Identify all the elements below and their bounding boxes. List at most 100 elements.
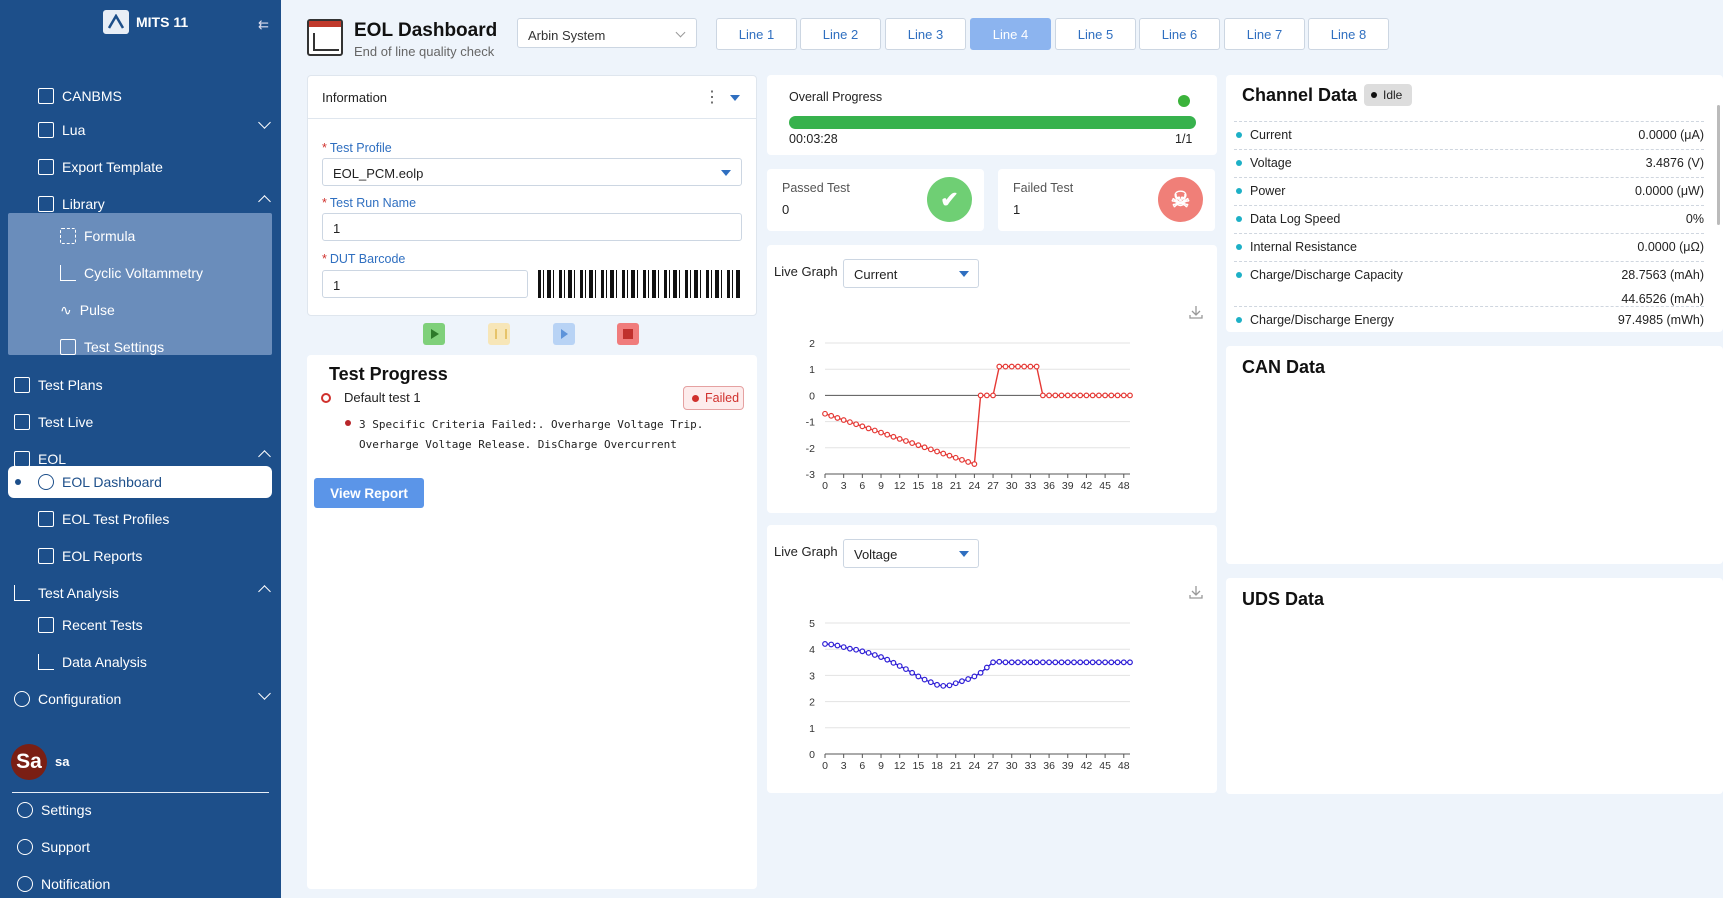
- tab-line-7[interactable]: Line 7: [1224, 18, 1305, 50]
- data-point: [1046, 659, 1052, 666]
- brand[interactable]: MITS 11: [103, 10, 188, 34]
- sidebar-item-eol-reports[interactable]: EOL Reports: [38, 543, 142, 569]
- data-point: [846, 419, 853, 426]
- sidebar-item-label: Cyclic Voltammetry: [84, 265, 204, 281]
- channel-row: Internal Resistance 0.0000 (μΩ): [1234, 233, 1704, 258]
- sidebar-item-support[interactable]: Support: [17, 834, 90, 860]
- data-point: [859, 423, 866, 430]
- status-badge: Failed: [683, 386, 744, 410]
- data-point: [1064, 659, 1071, 666]
- chevron-up-icon[interactable]: [258, 450, 271, 463]
- data-point: [878, 654, 884, 660]
- data-point: [983, 392, 990, 399]
- bullet: [1236, 272, 1242, 278]
- chevron-down-icon[interactable]: [258, 687, 271, 700]
- download-icon[interactable]: [1189, 585, 1203, 599]
- tab-line-4[interactable]: Line 4: [970, 18, 1051, 50]
- data-point: [1039, 659, 1046, 666]
- tab-line-5[interactable]: Line 5: [1055, 18, 1136, 50]
- channel-key: Charge/Discharge Energy: [1250, 313, 1394, 327]
- scrollbar[interactable]: [1717, 105, 1720, 225]
- data-point: [1108, 659, 1115, 666]
- data-point: [977, 392, 984, 399]
- resume-button[interactable]: [553, 323, 575, 345]
- chevron-up-icon[interactable]: [258, 585, 271, 598]
- status-badge: Idle: [1364, 84, 1412, 106]
- information-title: Information: [322, 90, 388, 105]
- data-point: [996, 658, 1003, 665]
- sidebar-item-pulse[interactable]: ∿ Pulse: [60, 297, 115, 323]
- sidebar-item-test-live[interactable]: Test Live: [14, 409, 93, 435]
- data-point: [1083, 392, 1090, 399]
- tab-line-2[interactable]: Line 2: [800, 18, 881, 50]
- divider: [12, 792, 269, 793]
- sidebar-item-settings[interactable]: Settings: [17, 797, 92, 823]
- passed-test-value: 0: [782, 202, 790, 217]
- system-select[interactable]: Arbin System: [517, 18, 697, 48]
- graph-parameter-select[interactable]: Current: [843, 259, 979, 288]
- data-point: [896, 435, 903, 442]
- clipboard-icon: [14, 377, 30, 393]
- more-vert-icon[interactable]: ⋮: [704, 89, 720, 106]
- start-button[interactable]: [423, 323, 445, 345]
- sidebar-item-test-settings[interactable]: Test Settings: [60, 334, 164, 360]
- sidebar-item-eol[interactable]: EOL: [14, 446, 66, 472]
- data-point: [959, 678, 965, 685]
- data-point: [1021, 659, 1028, 666]
- dut-barcode-input[interactable]: 1: [322, 270, 528, 298]
- sidebar-item-label: Test Plans: [38, 377, 103, 393]
- x-tick-label: 39: [1062, 480, 1074, 492]
- data-point: [859, 648, 866, 655]
- sidebar-item-eol-test-profiles[interactable]: EOL Test Profiles: [38, 506, 169, 532]
- tab-line-3[interactable]: Line 3: [885, 18, 966, 50]
- view-report-button[interactable]: View Report: [314, 478, 424, 508]
- chevron-down-icon[interactable]: [258, 116, 271, 129]
- x-tick-label: 6: [859, 760, 865, 772]
- caret-down-icon[interactable]: [730, 95, 740, 101]
- sidebar-item-canbms[interactable]: CANBMS: [38, 83, 122, 109]
- x-tick-label: 21: [950, 480, 962, 492]
- sidebar-item-data-analysis[interactable]: Data Analysis: [38, 649, 147, 675]
- tab-line-8[interactable]: Line 8: [1308, 18, 1389, 50]
- collapse-sidebar-icon[interactable]: ⇇: [258, 17, 269, 32]
- avatar[interactable]: Sa: [11, 744, 47, 780]
- check-circle-icon: [1178, 95, 1190, 107]
- data-point: [828, 412, 835, 419]
- data-point: [1102, 392, 1109, 399]
- sidebar-item-label: Settings: [41, 802, 92, 818]
- sidebar-item-cyclic-voltammetry[interactable]: Cyclic Voltammetry: [60, 260, 203, 286]
- test-profile-select[interactable]: EOL_PCM.eolp: [322, 158, 742, 186]
- graph-parameter-select[interactable]: Voltage: [843, 539, 979, 568]
- chevron-up-icon[interactable]: [258, 195, 271, 208]
- tab-line-1[interactable]: Line 1: [716, 18, 797, 50]
- download-icon[interactable]: [1189, 305, 1203, 319]
- data-point: [952, 454, 959, 461]
- sidebar-item-formula[interactable]: Formula: [60, 223, 135, 249]
- pause-button[interactable]: [488, 323, 510, 345]
- data-point: [1052, 659, 1059, 666]
- tab-line-6[interactable]: Line 6: [1139, 18, 1220, 50]
- test-run-name-input[interactable]: 1: [322, 213, 742, 241]
- data-point: [1033, 363, 1040, 370]
- gear-icon: [17, 802, 33, 818]
- sidebar-item-library[interactable]: Library: [38, 191, 105, 217]
- sidebar-item-test-analysis[interactable]: Test Analysis: [14, 580, 119, 606]
- sidebar-item-export-template[interactable]: Export Template: [38, 154, 163, 180]
- sidebar-item-configuration[interactable]: Configuration: [14, 686, 121, 712]
- data-point: [1002, 363, 1009, 370]
- stop-button[interactable]: [617, 323, 639, 345]
- data-point: [1120, 392, 1127, 399]
- overall-progress-label: Overall Progress: [789, 90, 883, 104]
- sidebar-item-lua[interactable]: Lua: [38, 117, 85, 143]
- sidebar-item-notification[interactable]: Notification: [17, 871, 110, 897]
- data-point: [1033, 659, 1040, 666]
- data-point: [903, 438, 909, 444]
- sidebar-item-test-plans[interactable]: Test Plans: [14, 372, 103, 398]
- channel-value: 97.4985 (mWh): [1617, 313, 1704, 327]
- sidebar-item-eol-dashboard[interactable]: EOL Dashboard: [38, 469, 162, 495]
- x-tick-label: 45: [1099, 760, 1111, 772]
- channel-value: 0%: [1685, 212, 1704, 226]
- sidebar-item-recent-tests[interactable]: Recent Tests: [38, 612, 143, 638]
- x-tick-label: 27: [987, 760, 999, 772]
- data-point: [959, 456, 965, 463]
